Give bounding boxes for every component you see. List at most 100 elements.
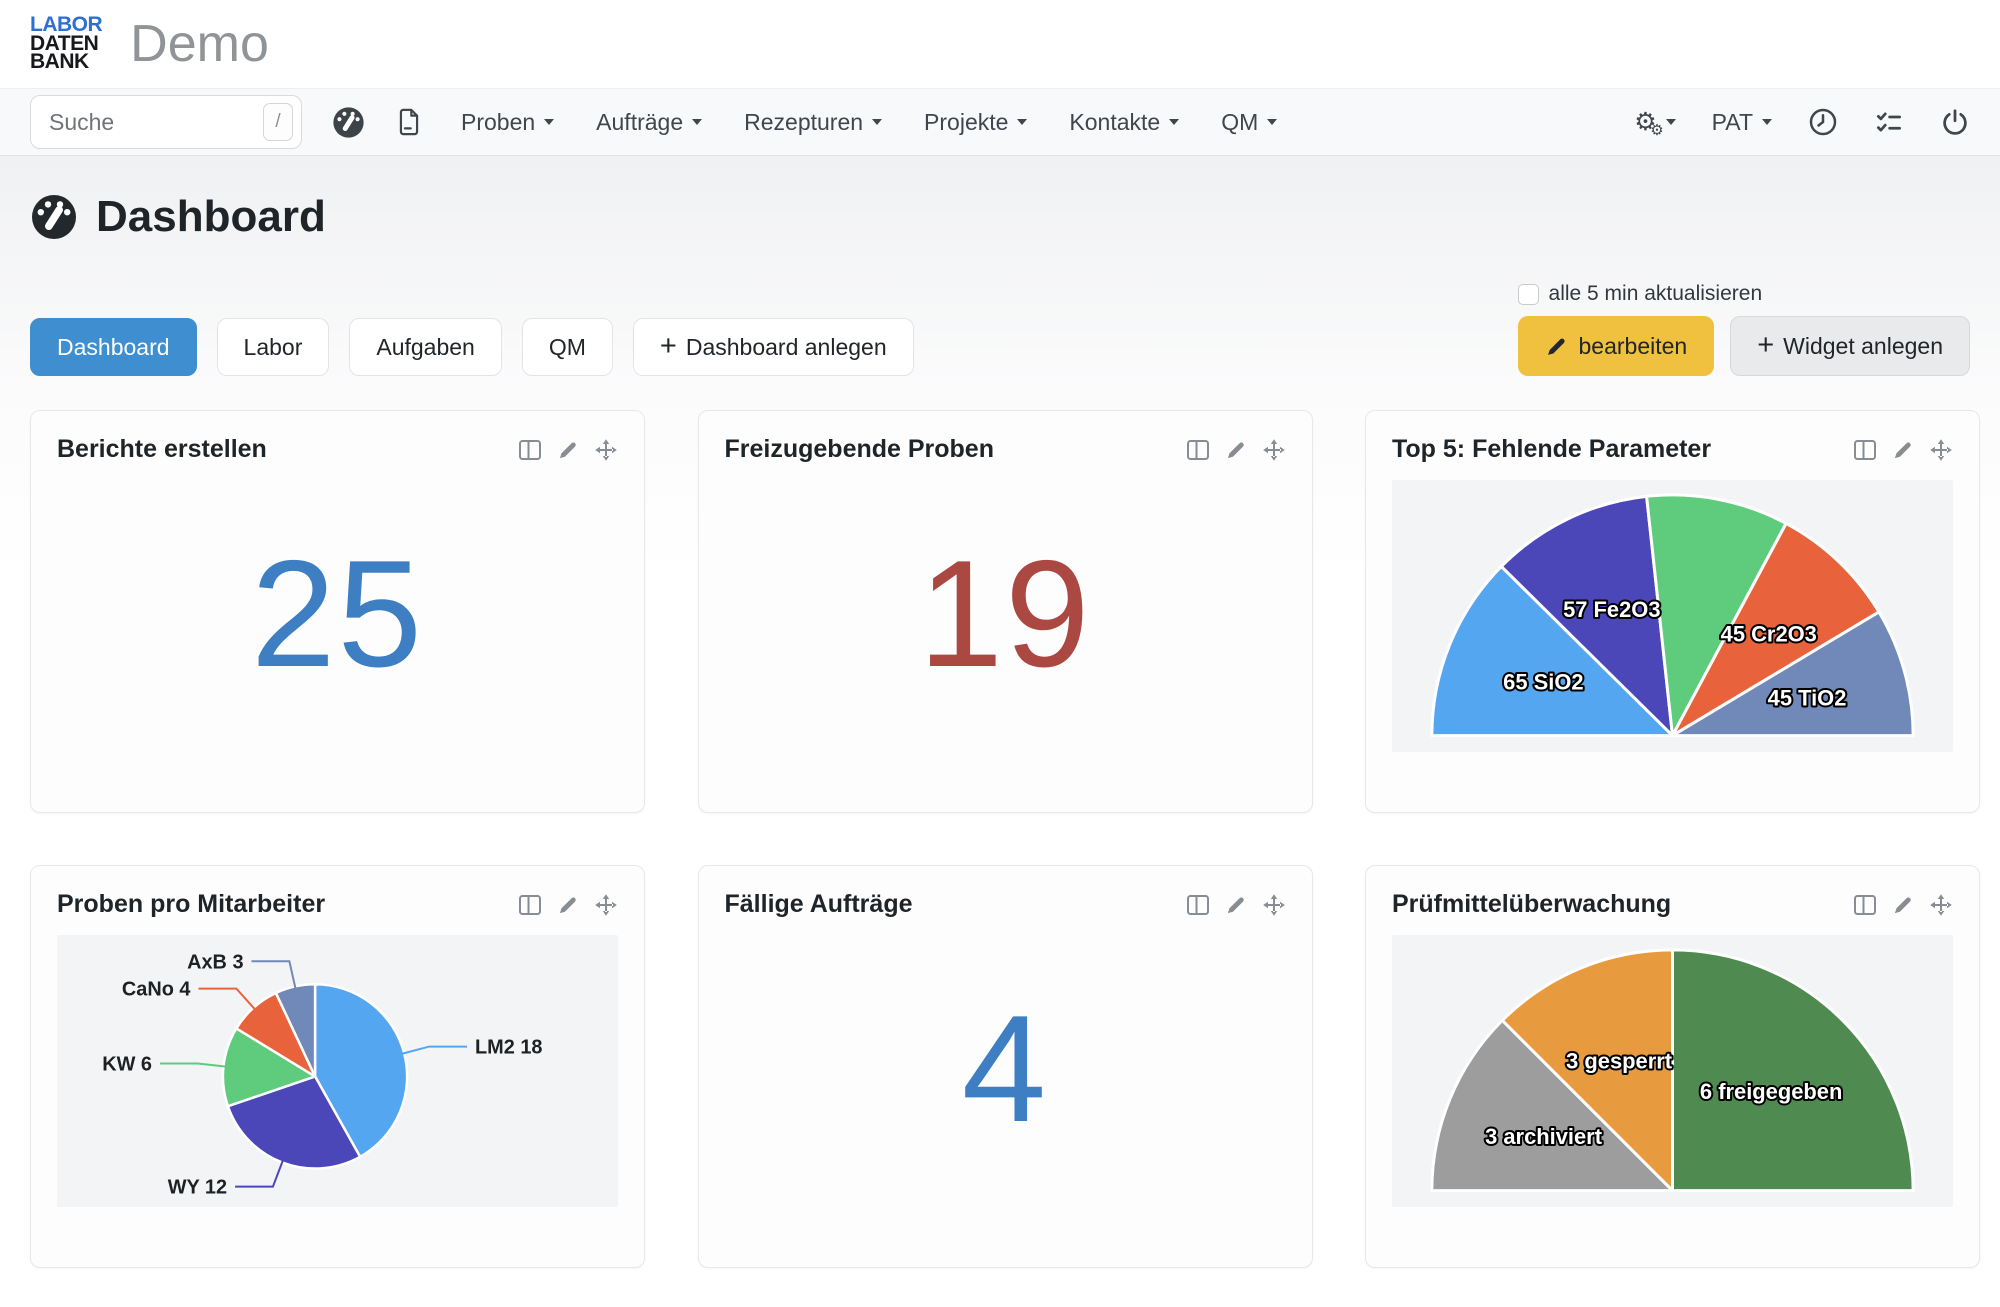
main-navbar: / Proben Aufträge Rezepturen Projekte Ko…: [0, 88, 2000, 156]
half-pie-chart: 3 archiviert 3 gesperrt 6 freigegeben: [1430, 948, 1915, 1193]
dashboard-gauge-icon[interactable]: [332, 106, 365, 139]
settings-menu[interactable]: ⚙ ⚙: [1634, 107, 1676, 139]
widget-title: Berichte erstellen: [57, 435, 267, 463]
auto-refresh-label: alle 5 min aktualisieren: [1548, 282, 1763, 305]
edit-pencil-icon[interactable]: [1892, 439, 1914, 461]
edit-pencil-icon[interactable]: [1225, 439, 1247, 461]
search-shortcut-key: /: [263, 103, 293, 141]
svg-text:65 SiO2: 65 SiO2: [1503, 670, 1583, 695]
app-header: LABOR DATEN BANK Demo: [0, 0, 2000, 88]
dashboard-gauge-icon: [32, 195, 76, 239]
widget-grid: Berichte erstellen 25 Freizugebende Prob…: [30, 410, 1980, 1268]
nav-item-proben[interactable]: Proben: [461, 108, 555, 136]
tab-label: Labor: [243, 333, 303, 360]
dashboard-content: Dashboard Dashboard Labor Aufgaben QM + …: [0, 156, 2000, 1307]
nav-item-projekte[interactable]: Projekte: [924, 108, 1028, 136]
svg-text:3 archiviert: 3 archiviert: [1485, 1124, 1603, 1149]
widget-value: 4: [961, 983, 1049, 1154]
document-icon[interactable]: [395, 107, 423, 137]
task-list-icon[interactable]: [1874, 107, 1904, 137]
nav-item-label: Rezepturen: [744, 108, 864, 135]
widget-title: Top 5: Fehlende Parameter: [1392, 435, 1712, 463]
widget-title: Prüfmittelüberwachung: [1392, 890, 1672, 918]
widget-value: 19: [918, 528, 1092, 699]
svg-text:AxB 3: AxB 3: [187, 951, 243, 973]
navbar-right: ⚙ ⚙ PAT: [1634, 107, 1970, 139]
tab-aufgaben[interactable]: Aufgaben: [349, 318, 502, 376]
add-widget-button[interactable]: + Widget anlegen: [1730, 316, 1970, 376]
move-icon[interactable]: [1929, 438, 1953, 462]
move-icon[interactable]: [1262, 438, 1286, 462]
svg-text:6 freigegeben: 6 freigegeben: [1700, 1079, 1842, 1104]
tab-label: Dashboard: [57, 333, 170, 360]
pie-chart: LM2 18 WY 12 KW 6 CaNo 4 AxB 3: [102, 951, 543, 1199]
page-title-row: Dashboard: [30, 192, 1970, 242]
logout-power-icon[interactable]: [1940, 107, 1970, 137]
chart-panel: LM2 18 WY 12 KW 6 CaNo 4 AxB 3: [57, 935, 618, 1207]
controls-row: Dashboard Labor Aufgaben QM + Dashboard …: [30, 282, 1970, 376]
app-title: Demo: [130, 15, 269, 73]
move-icon[interactable]: [594, 438, 618, 462]
auto-refresh-checkbox[interactable]: [1517, 283, 1539, 305]
svg-text:45 TiO2: 45 TiO2: [1768, 685, 1847, 710]
move-icon[interactable]: [1262, 893, 1286, 917]
chevron-down-icon: [1169, 119, 1180, 125]
nav-item-label: Projekte: [924, 108, 1009, 135]
history-clock-icon[interactable]: [1808, 107, 1838, 137]
action-buttons: bearbeiten + Widget anlegen: [1517, 316, 1970, 376]
right-controls: alle 5 min aktualisieren bearbeiten + Wi…: [1517, 282, 1970, 376]
gears-icon: ⚙ ⚙: [1634, 107, 1664, 139]
svg-text:45 Cr2O3: 45 Cr2O3: [1721, 622, 1817, 647]
nav-item-auftraege[interactable]: Aufträge: [596, 108, 703, 136]
edit-pencil-icon[interactable]: [557, 894, 579, 916]
search-input[interactable]: [30, 95, 302, 149]
columns-icon[interactable]: [1186, 894, 1210, 916]
plus-icon: +: [1757, 328, 1775, 361]
move-icon[interactable]: [594, 893, 618, 917]
widget-value: 25: [250, 528, 425, 699]
pencil-icon: [1547, 338, 1565, 355]
edit-pencil-icon[interactable]: [1225, 894, 1247, 916]
half-pie-chart: 65 SiO2 57 Fe2O3 45 Cr2O3 45 TiO2: [1430, 493, 1915, 738]
columns-icon[interactable]: [518, 439, 542, 461]
chevron-down-icon: [872, 119, 883, 125]
edit-pencil-icon[interactable]: [557, 439, 579, 461]
edit-pencil-icon[interactable]: [1892, 894, 1914, 916]
logo-line-3: BANK: [30, 50, 89, 74]
widget-title: Fällige Aufträge: [724, 890, 913, 918]
add-dashboard-button[interactable]: + Dashboard anlegen: [632, 318, 914, 376]
chevron-down-icon: [1017, 119, 1028, 125]
svg-text:KW 6: KW 6: [102, 1054, 152, 1076]
svg-text:LM2 18: LM2 18: [475, 1037, 543, 1059]
logo-line-2: DATEN: [30, 31, 99, 55]
tab-dashboard[interactable]: Dashboard: [30, 318, 197, 376]
svg-text:57 Fe2O3: 57 Fe2O3: [1563, 597, 1660, 622]
tab-label: QM: [548, 333, 586, 360]
nav-item-qm[interactable]: QM: [1221, 109, 1278, 136]
columns-icon[interactable]: [518, 894, 542, 916]
columns-icon[interactable]: [1186, 439, 1210, 461]
nav-item-rezepturen[interactable]: Rezepturen: [744, 108, 883, 136]
nav-menu: Proben Aufträge Rezepturen Projekte Kont…: [461, 108, 1278, 136]
chevron-down-icon: [692, 119, 703, 125]
nav-item-label: Proben: [461, 108, 536, 135]
nav-item-label: Aufträge: [596, 108, 684, 135]
widget-berichte-erstellen: Berichte erstellen 25: [30, 410, 645, 813]
button-label: bearbeiten: [1578, 332, 1688, 359]
svg-text:WY 12: WY 12: [168, 1177, 227, 1199]
tab-qm[interactable]: QM: [521, 318, 613, 376]
move-icon[interactable]: [1929, 893, 1953, 917]
widget-title: Proben pro Mitarbeiter: [57, 890, 326, 918]
edit-button[interactable]: bearbeiten: [1517, 316, 1715, 376]
tab-label: Dashboard anlegen: [685, 333, 887, 360]
user-menu[interactable]: PAT: [1712, 109, 1772, 136]
columns-icon[interactable]: [1853, 439, 1877, 461]
widget-freizugebende-proben: Freizugebende Proben 19: [697, 410, 1313, 813]
app-logo[interactable]: LABOR DATEN BANK: [30, 15, 103, 74]
chevron-down-icon: [1762, 119, 1772, 125]
nav-item-kontakte[interactable]: Kontakte: [1069, 109, 1180, 136]
search-box: /: [30, 95, 302, 149]
widget-top5-fehlende-parameter: Top 5: Fehlende Parameter 65 SiO2 57 Fe2O…: [1365, 410, 1980, 813]
columns-icon[interactable]: [1853, 894, 1877, 916]
tab-labor[interactable]: Labor: [216, 318, 330, 376]
